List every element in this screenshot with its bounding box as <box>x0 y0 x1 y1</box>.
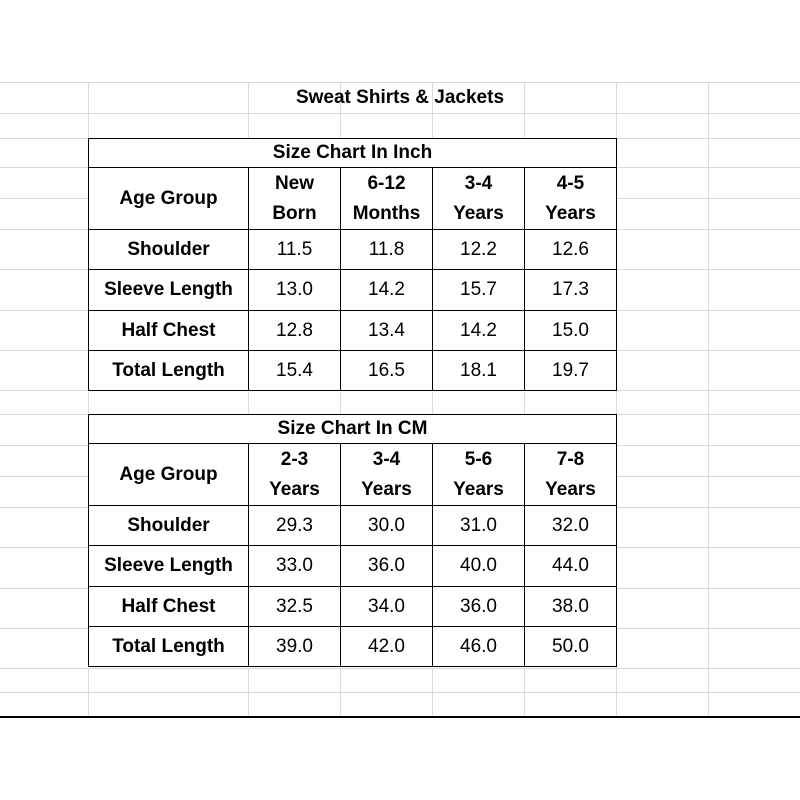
header-line: 3-4 <box>372 448 401 470</box>
data-cell: 38.0 <box>524 586 617 627</box>
data-cell: 18.1 <box>432 350 525 391</box>
data-cell: 46.0 <box>432 626 525 667</box>
header-line: Months <box>352 202 421 224</box>
data-cell: 12.6 <box>524 229 617 270</box>
sheet-title: Sweat Shirts & Jackets <box>295 87 505 108</box>
data-cell: 34.0 <box>340 586 433 627</box>
header-row: Age Group 2-3 Years 3-4 Years 5-6 Years 7-8 Year… <box>88 443 617 506</box>
header-line: 2-3 <box>280 448 309 470</box>
data-row: Shoulder 11.5 11.8 12.2 12.6 <box>88 229 617 270</box>
data-cell: 17.3 <box>524 269 617 311</box>
header-line: Years <box>453 202 504 224</box>
header-line: 3-4 <box>464 172 493 194</box>
header-line: Years <box>545 478 596 500</box>
data-row: Half Chest 12.8 13.4 14.2 15.0 <box>88 310 617 351</box>
data-cell: 42.0 <box>340 626 433 667</box>
header-line: Born <box>272 202 317 224</box>
data-cell: 50.0 <box>524 626 617 667</box>
column-header: 2-3 Years <box>248 443 341 506</box>
column-header: New Born <box>248 167 341 230</box>
caption-row: Size Chart In Inch <box>88 138 617 168</box>
data-cell: 12.8 <box>248 310 341 351</box>
data-cell: 11.5 <box>248 229 341 270</box>
row-label: Sleeve Length <box>88 545 249 587</box>
data-cell: 14.2 <box>340 269 433 311</box>
column-header: 3-4 Years <box>340 443 433 506</box>
header-line: Years <box>361 478 412 500</box>
corner-header: Age Group <box>88 167 249 230</box>
column-header: 7-8 Years <box>524 443 617 506</box>
data-cell: 30.0 <box>340 505 433 546</box>
data-cell: 36.0 <box>340 545 433 587</box>
data-cell: 14.2 <box>432 310 525 351</box>
header-line: Years <box>269 478 320 500</box>
data-cell: 33.0 <box>248 545 341 587</box>
header-line: 6-12 <box>367 172 406 194</box>
data-cell: 12.2 <box>432 229 525 270</box>
row-label: Total Length <box>88 350 249 391</box>
data-cell: 36.0 <box>432 586 525 627</box>
data-cell: 13.0 <box>248 269 341 311</box>
table-body: Size Chart In CM Age Group 2-3 Years 3-4 Year… <box>88 414 617 667</box>
header-line: Years <box>545 202 596 224</box>
column-header: 3-4 Years <box>432 167 525 230</box>
data-cell: 40.0 <box>432 545 525 587</box>
data-cell: 15.7 <box>432 269 525 311</box>
data-cell: 13.4 <box>340 310 433 351</box>
row-label: Shoulder <box>88 229 249 270</box>
table-caption: Size Chart In CM <box>88 414 617 444</box>
row-label: Total Length <box>88 626 249 667</box>
data-cell: 44.0 <box>524 545 617 587</box>
header-line: 5-6 <box>464 448 493 470</box>
data-cell: 19.7 <box>524 350 617 391</box>
data-row: Total Length 39.0 42.0 46.0 50.0 <box>88 626 617 667</box>
data-cell: 32.0 <box>524 505 617 546</box>
column-header: 5-6 Years <box>432 443 525 506</box>
row-label: Sleeve Length <box>88 269 249 311</box>
data-cell: 15.0 <box>524 310 617 351</box>
data-cell: 31.0 <box>432 505 525 546</box>
header-line: 7-8 <box>556 448 585 470</box>
data-row: Sleeve Length 13.0 14.2 15.7 17.3 <box>88 269 617 311</box>
caption-row: Size Chart In CM <box>88 414 617 444</box>
data-cell: 16.5 <box>340 350 433 391</box>
table-body: Size Chart In Inch Age Group New Born 6-12 Mo… <box>88 138 617 391</box>
data-row: Sleeve Length 33.0 36.0 40.0 44.0 <box>88 545 617 587</box>
size-table: Size Chart In CM Age Group 2-3 Years 3-4 Year… <box>88 414 617 667</box>
data-row: Half Chest 32.5 34.0 36.0 38.0 <box>88 586 617 627</box>
size-table: Size Chart In Inch Age Group New Born 6-12 Mo… <box>88 138 617 391</box>
table-caption: Size Chart In Inch <box>88 138 617 168</box>
header-row: Age Group New Born 6-12 Months 3-4 Years 4-5 Yea… <box>88 167 617 230</box>
column-header: 6-12 Months <box>340 167 433 230</box>
header-line: 4-5 <box>556 172 585 194</box>
data-cell: 11.8 <box>340 229 433 270</box>
data-cell: 29.3 <box>248 505 341 546</box>
data-cell: 39.0 <box>248 626 341 667</box>
data-cell: 15.4 <box>248 350 341 391</box>
row-label: Shoulder <box>88 505 249 546</box>
data-row: Shoulder 29.3 30.0 31.0 32.0 <box>88 505 617 546</box>
column-header: 4-5 Years <box>524 167 617 230</box>
header-line: Years <box>453 478 504 500</box>
data-row: Total Length 15.4 16.5 18.1 19.7 <box>88 350 617 391</box>
row-label: Half Chest <box>88 310 249 351</box>
corner-header: Age Group <box>88 443 249 506</box>
row-label: Half Chest <box>88 586 249 627</box>
header-line: New <box>274 172 315 194</box>
data-cell: 32.5 <box>248 586 341 627</box>
